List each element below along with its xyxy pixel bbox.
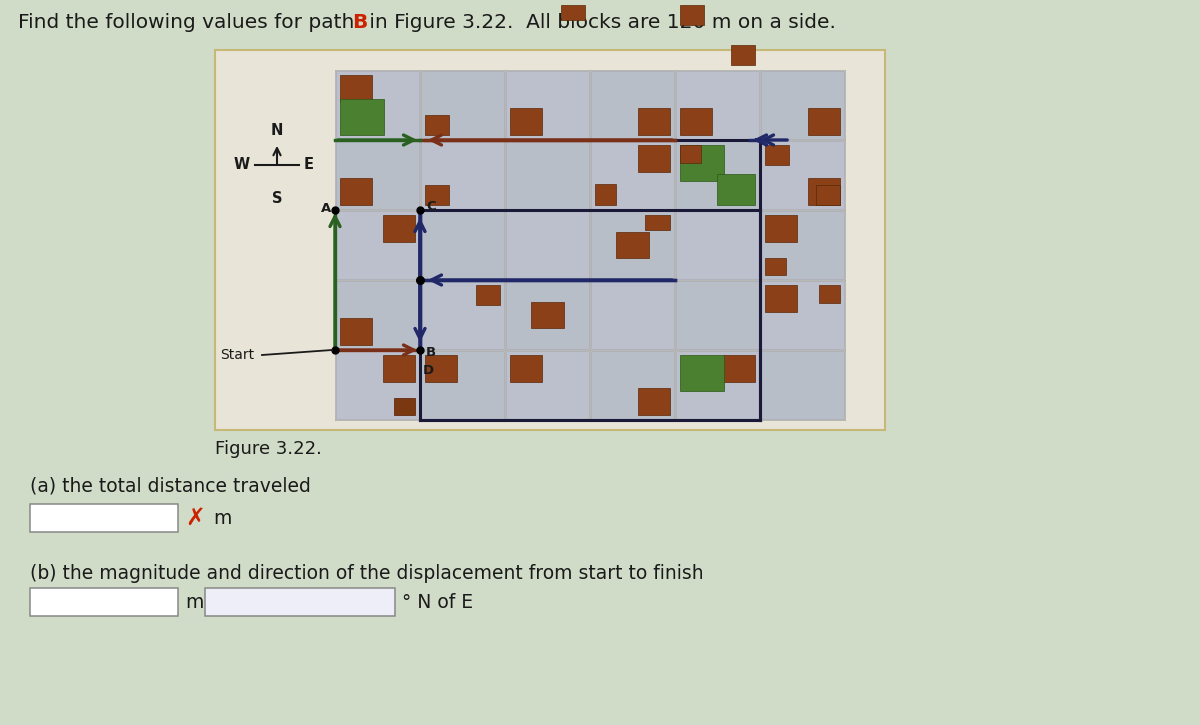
Text: W: W bbox=[234, 157, 250, 172]
Text: ° N of E: ° N of E bbox=[402, 592, 473, 611]
Bar bbox=[336, 71, 419, 139]
Bar bbox=[766, 285, 797, 312]
Bar bbox=[722, 355, 755, 381]
Text: C: C bbox=[426, 199, 436, 212]
Bar bbox=[340, 178, 372, 205]
Text: A: A bbox=[322, 202, 331, 215]
Bar bbox=[808, 178, 840, 205]
Text: B: B bbox=[426, 346, 436, 358]
Bar bbox=[506, 141, 589, 209]
Text: S: S bbox=[271, 191, 282, 206]
Bar bbox=[592, 281, 674, 349]
Bar bbox=[595, 184, 617, 205]
Bar bbox=[336, 351, 419, 419]
Text: in Figure 3.22.  All blocks are 120 m on a side.: in Figure 3.22. All blocks are 120 m on … bbox=[364, 13, 836, 32]
Bar bbox=[340, 318, 372, 345]
Text: Start: Start bbox=[220, 348, 254, 362]
Bar bbox=[676, 351, 760, 419]
Bar bbox=[676, 281, 760, 349]
Bar bbox=[637, 145, 670, 172]
Bar bbox=[676, 71, 760, 139]
Bar bbox=[637, 389, 670, 415]
Bar bbox=[731, 46, 755, 65]
Bar bbox=[421, 71, 504, 139]
Bar bbox=[761, 71, 844, 139]
Text: D: D bbox=[424, 364, 434, 377]
Bar bbox=[425, 115, 449, 135]
Bar bbox=[532, 302, 564, 328]
Bar bbox=[592, 211, 674, 279]
Bar bbox=[30, 504, 178, 532]
Bar bbox=[637, 109, 670, 135]
Bar bbox=[506, 351, 589, 419]
Bar bbox=[383, 215, 415, 241]
Bar bbox=[766, 145, 788, 165]
Bar bbox=[506, 281, 589, 349]
Bar bbox=[421, 211, 504, 279]
Text: m: m bbox=[185, 592, 203, 611]
Bar bbox=[336, 211, 419, 279]
Bar bbox=[676, 141, 760, 209]
Bar bbox=[592, 351, 674, 419]
Bar bbox=[617, 232, 649, 258]
Bar bbox=[215, 50, 886, 430]
Bar bbox=[680, 145, 701, 162]
Bar bbox=[592, 141, 674, 209]
Bar bbox=[421, 141, 504, 209]
Text: N: N bbox=[271, 123, 283, 138]
Bar bbox=[476, 285, 500, 304]
Bar bbox=[30, 588, 178, 616]
Bar bbox=[336, 281, 419, 349]
Bar bbox=[506, 211, 589, 279]
Bar bbox=[421, 351, 504, 419]
Bar bbox=[761, 211, 844, 279]
Bar bbox=[766, 215, 797, 241]
Bar bbox=[425, 355, 457, 381]
Text: (b) the magnitude and direction of the displacement from start to finish: (b) the magnitude and direction of the d… bbox=[30, 564, 703, 583]
Text: ✗: ✗ bbox=[185, 506, 205, 530]
Bar bbox=[676, 211, 760, 279]
Bar bbox=[761, 351, 844, 419]
Bar bbox=[766, 257, 786, 275]
Bar bbox=[340, 75, 372, 102]
Bar bbox=[510, 355, 542, 381]
Bar bbox=[680, 145, 725, 181]
Bar bbox=[510, 109, 542, 135]
Bar bbox=[680, 5, 703, 25]
Bar bbox=[592, 71, 674, 139]
Bar bbox=[808, 109, 840, 135]
Bar bbox=[205, 588, 395, 616]
Text: B: B bbox=[352, 13, 367, 32]
Text: Figure 3.22.: Figure 3.22. bbox=[215, 440, 322, 458]
Text: E: E bbox=[304, 157, 314, 172]
Bar bbox=[761, 141, 844, 209]
Bar bbox=[644, 215, 670, 231]
Bar bbox=[425, 186, 449, 205]
Bar bbox=[340, 99, 384, 135]
Bar bbox=[562, 5, 586, 20]
Bar bbox=[680, 355, 725, 392]
Text: (a) the total distance traveled: (a) the total distance traveled bbox=[30, 477, 311, 496]
Bar bbox=[680, 109, 713, 135]
Bar bbox=[506, 71, 589, 139]
Bar bbox=[336, 141, 419, 209]
Text: m: m bbox=[214, 508, 232, 528]
Bar bbox=[818, 285, 840, 302]
Bar bbox=[383, 355, 415, 381]
Bar bbox=[716, 173, 755, 205]
Bar bbox=[761, 281, 844, 349]
Bar bbox=[816, 186, 840, 205]
Bar bbox=[421, 281, 504, 349]
Bar bbox=[394, 397, 415, 415]
Text: Find the following values for path: Find the following values for path bbox=[18, 13, 361, 32]
